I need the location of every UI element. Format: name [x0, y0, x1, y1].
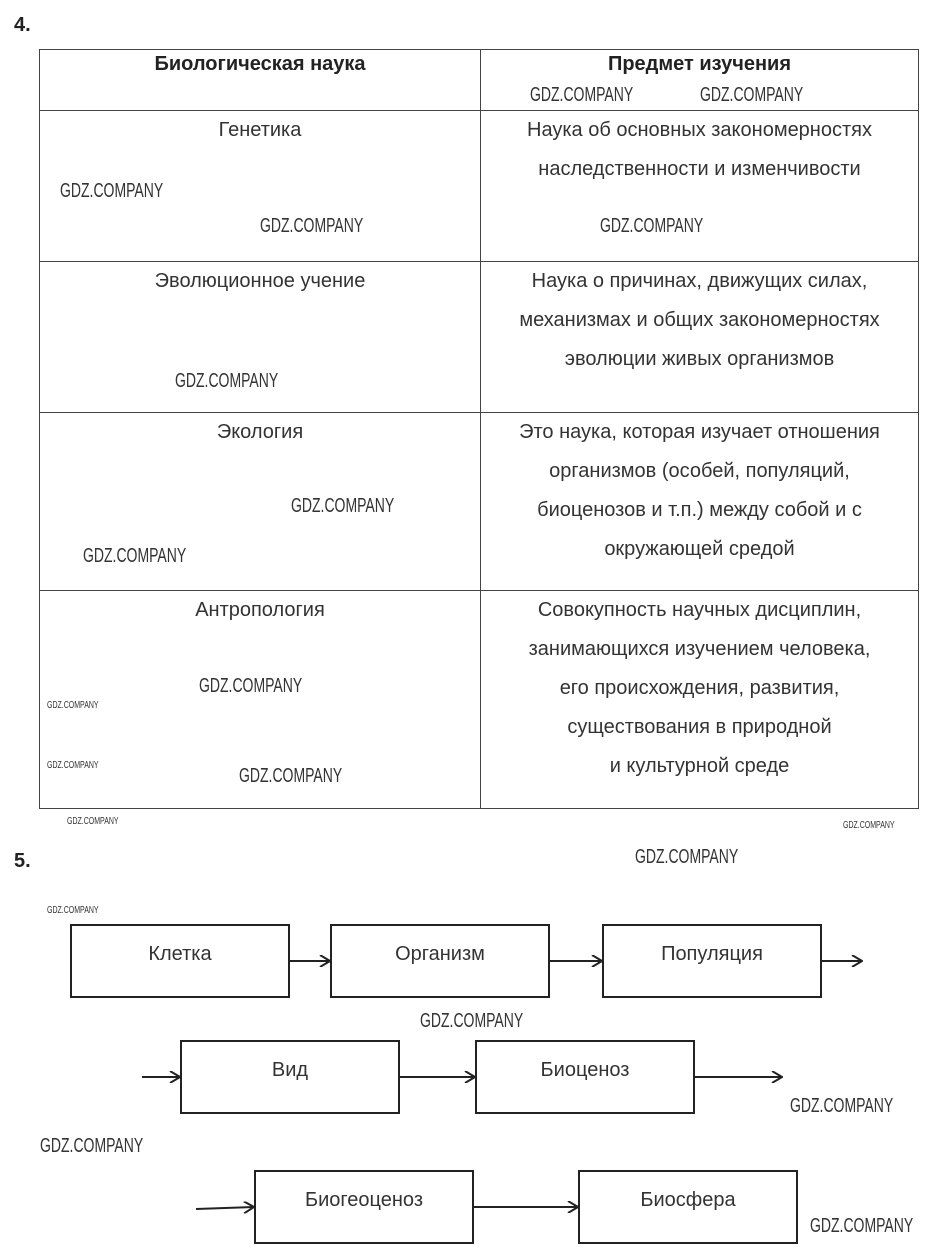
- arrow-icon: [195, 1207, 254, 1209]
- science-cell: Генетика: [39, 110, 481, 262]
- box-biosphere: Биосфера: [578, 1170, 798, 1244]
- subject-line: и культурной среде: [609, 755, 790, 777]
- subject-line: его происхождения, развития,: [559, 677, 840, 699]
- box-cell: Клетка: [70, 924, 290, 998]
- subject-line: Наука о причинах, движущих силах,: [531, 270, 868, 292]
- science-cell: Эволюционное учение: [39, 261, 481, 413]
- subject-line: Совокупность научных дисциплин,: [537, 599, 862, 621]
- subject-line: организмов (особей, популяций,: [549, 460, 850, 482]
- box-population: Популяция: [602, 924, 822, 998]
- table-row: Генетика Наука об основных закономерност…: [39, 110, 919, 262]
- subject-line: Наука об основных закономерностях: [527, 119, 872, 141]
- header-subject: Предмет изучения: [480, 49, 919, 111]
- box-species: Вид: [180, 1040, 400, 1114]
- subject-line: механизмах и общих закономерностях: [519, 309, 880, 331]
- science-cell: Экология: [39, 412, 481, 591]
- table-row: Экология Это наука, которая изучает отно…: [39, 412, 919, 591]
- table-row: Эволюционное учение Наука о причинах, дв…: [39, 261, 919, 413]
- subject-cell: Это наука, которая изучает отношения орг…: [480, 412, 919, 591]
- box-organism: Организм: [330, 924, 550, 998]
- task-4-number: 4.: [14, 14, 31, 36]
- table-header-row: Биологическая наука Предмет изучения: [39, 49, 919, 111]
- biology-sciences-table: Биологическая наука Предмет изучения Ген…: [39, 49, 919, 809]
- table-row: Антропология Совокупность научных дисцип…: [39, 590, 919, 809]
- subject-line: наследственности и изменчивости: [538, 158, 861, 180]
- subject-cell: Наука о причинах, движущих силах, механи…: [480, 261, 919, 413]
- task-5-number: 5.: [14, 850, 31, 872]
- subject-line: эволюции живых организмов: [564, 348, 835, 370]
- header-science: Биологическая наука: [39, 49, 481, 111]
- subject-line: Это наука, которая изучает отношения: [519, 421, 880, 443]
- subject-cell: Совокупность научных дисциплин, занимающ…: [480, 590, 919, 809]
- box-biogeocenosis: Биогеоценоз: [254, 1170, 474, 1244]
- subject-line: занимающихся изучением человека,: [528, 638, 871, 660]
- subject-cell: Наука об основных закономерностях наслед…: [480, 110, 919, 262]
- subject-line: окружающей средой: [604, 538, 795, 560]
- subject-line: существования в природной: [567, 716, 832, 738]
- subject-line: биоценозов и т.п.) между собой и с: [537, 499, 862, 521]
- box-biocenosis: Биоценоз: [475, 1040, 695, 1114]
